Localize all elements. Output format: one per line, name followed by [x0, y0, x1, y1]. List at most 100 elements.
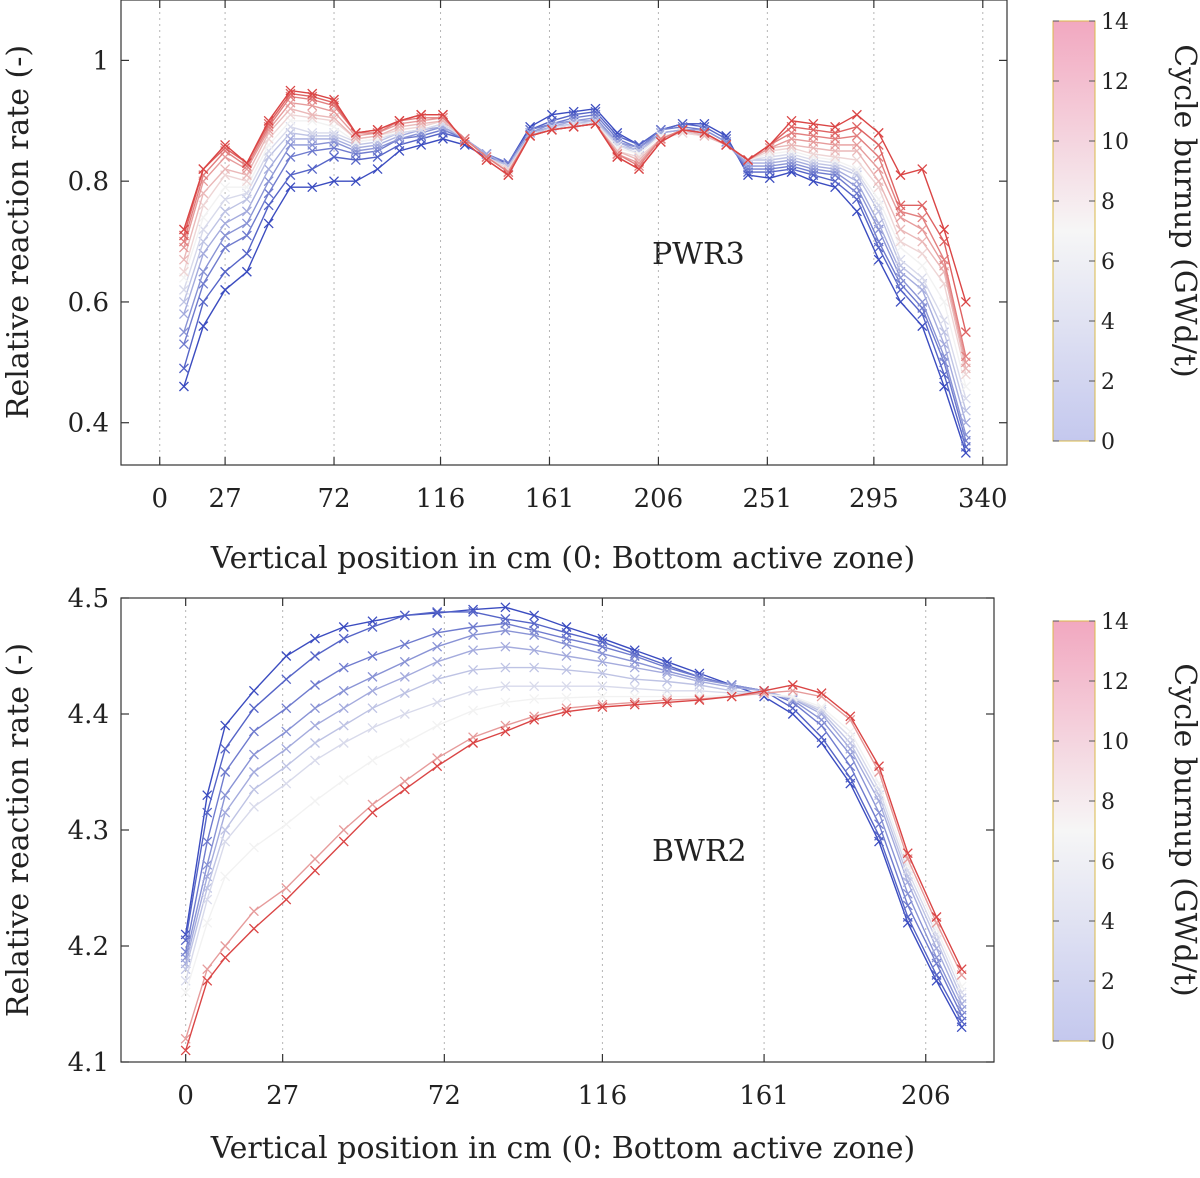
series-line-top-5 — [183, 120, 967, 411]
x-tick-label-top-5: 206 — [634, 484, 684, 514]
marker-bottom-9-6 — [338, 836, 349, 847]
marker-top-10-31 — [851, 139, 862, 150]
marker-bottom-1-5 — [310, 651, 320, 661]
marker-bottom-6-13 — [561, 681, 572, 692]
marker-bottom-7-1 — [202, 917, 213, 928]
marker-top-13-31 — [851, 109, 862, 120]
marker-top-0-2 — [220, 284, 231, 295]
marker-bottom-1-12 — [529, 618, 540, 629]
marker-bottom-9-2 — [220, 952, 231, 963]
marker-bottom-4-4 — [281, 743, 292, 754]
marker-bottom-2-14 — [597, 641, 608, 652]
marker-bottom-6-14 — [597, 681, 608, 692]
marker-bottom-3-5 — [310, 703, 320, 714]
marker-top-5-2 — [220, 206, 231, 217]
marker-top-13-3 — [241, 158, 252, 169]
marker-bottom-5-15 — [629, 674, 640, 685]
marker-bottom-9-5 — [310, 865, 320, 876]
marker-top-13-36 — [960, 296, 971, 307]
marker-bottom-3-13 — [561, 639, 572, 650]
marker-top-13-27 — [764, 139, 775, 150]
y-axis-title-bottom: Relative reaction rate (-) — [1, 643, 36, 1017]
marker-bottom-0-3 — [248, 685, 259, 696]
marker-top-13-35 — [939, 224, 950, 235]
marker-top-13-29 — [808, 118, 819, 129]
marker-bottom-2-24 — [902, 900, 913, 911]
marker-top-9-6 — [307, 109, 318, 120]
marker-bottom-8-8 — [399, 776, 410, 787]
marker-bottom-9-25 — [931, 912, 942, 922]
marker-bottom-5-4 — [281, 761, 292, 772]
marker-bottom-9-15 — [629, 699, 640, 710]
colorbar-tick-label-top-2: 4 — [1101, 310, 1115, 335]
marker-bottom-8-9 — [432, 753, 443, 764]
marker-top-3-25 — [721, 136, 732, 147]
marker-bottom-0-2 — [220, 720, 231, 731]
marker-bottom-5-6 — [338, 720, 349, 731]
colorbar-tick-label-bottom-4: 8 — [1101, 790, 1115, 815]
colorbar-tick-label-top-6: 12 — [1101, 70, 1129, 95]
marker-bottom-0-11 — [500, 602, 511, 613]
marker-bottom-0-5 — [310, 633, 320, 644]
marker-bottom-8-21 — [816, 691, 827, 702]
marker-bottom-6-8 — [399, 709, 410, 719]
marker-top-6-33 — [895, 254, 906, 265]
colorbar-top — [1052, 20, 1096, 442]
marker-top-11-13 — [459, 133, 470, 144]
annotation-pwr3: PWR3 — [652, 237, 745, 272]
marker-top-12-36 — [960, 327, 971, 338]
marker-bottom-0-12 — [529, 610, 540, 621]
marker-top-13-34 — [917, 164, 928, 175]
marker-bottom-1-10 — [468, 606, 479, 617]
marker-bottom-2-6 — [338, 662, 349, 673]
marker-bottom-6-3 — [248, 801, 259, 812]
marker-top-7-36 — [960, 381, 971, 392]
colorbar-tick-label-top-4: 8 — [1101, 190, 1115, 215]
marker-bottom-3-2 — [220, 790, 231, 801]
marker-bottom-0-4 — [281, 651, 292, 661]
marker-top-4-4 — [263, 164, 274, 175]
marker-top-4-3 — [241, 206, 252, 217]
marker-bottom-4-6 — [338, 703, 349, 714]
marker-bottom-7-13 — [561, 692, 572, 703]
marker-top-2-32 — [873, 236, 884, 247]
series-line-top-2 — [183, 113, 967, 441]
marker-top-13-8 — [350, 127, 361, 138]
y-tick-label-bottom-4: 4.5 — [68, 584, 109, 614]
marker-top-9-0 — [178, 254, 189, 265]
marker-bottom-7-26 — [956, 981, 967, 992]
marker-bottom-8-5 — [310, 854, 320, 864]
marker-bottom-5-9 — [432, 674, 443, 685]
marker-top-13-21 — [634, 164, 645, 175]
series-line-bottom-7 — [185, 693, 963, 993]
marker-bottom-2-5 — [310, 680, 320, 690]
y-tick-label-bottom-2: 4.3 — [68, 816, 109, 846]
marker-top-11-22 — [655, 133, 666, 144]
marker-top-13-12 — [438, 109, 448, 120]
marker-top-2-2 — [220, 242, 231, 253]
marker-bottom-2-12 — [529, 625, 540, 636]
marker-bottom-4-12 — [529, 645, 540, 656]
marker-top-2-0 — [178, 339, 189, 350]
marker-bottom-3-3 — [248, 749, 259, 760]
series-line-bottom-1 — [185, 611, 963, 1022]
marker-bottom-7-12 — [529, 693, 540, 704]
marker-bottom-9-16 — [662, 697, 673, 708]
marker-top-13-33 — [895, 170, 906, 181]
marker-bottom-1-3 — [248, 703, 259, 714]
marker-top-0-7 — [329, 176, 339, 187]
marker-bottom-9-8 — [399, 784, 410, 795]
marker-top-1-0 — [178, 363, 189, 374]
marker-bottom-4-25 — [931, 943, 942, 954]
marker-bottom-2-10 — [468, 622, 479, 632]
marker-bottom-2-4 — [281, 703, 292, 714]
marker-top-6-0 — [178, 284, 189, 295]
marker-bottom-4-3 — [248, 767, 259, 777]
marker-bottom-3-6 — [338, 685, 349, 696]
marker-bottom-1-8 — [399, 610, 410, 621]
marker-bottom-8-6 — [338, 825, 349, 835]
marker-bottom-9-13 — [561, 706, 572, 717]
marker-bottom-5-2 — [220, 825, 231, 835]
marker-top-4-0 — [178, 309, 189, 319]
